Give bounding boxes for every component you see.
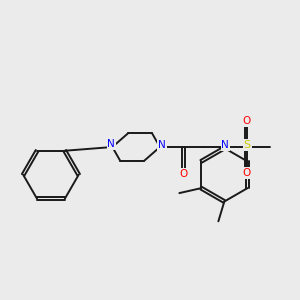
Text: N: N [158,140,166,150]
Text: S: S [244,140,251,150]
Text: O: O [180,169,188,179]
Text: N: N [107,139,115,149]
Text: O: O [242,168,250,178]
Text: O: O [242,116,250,126]
Text: N: N [221,140,229,150]
